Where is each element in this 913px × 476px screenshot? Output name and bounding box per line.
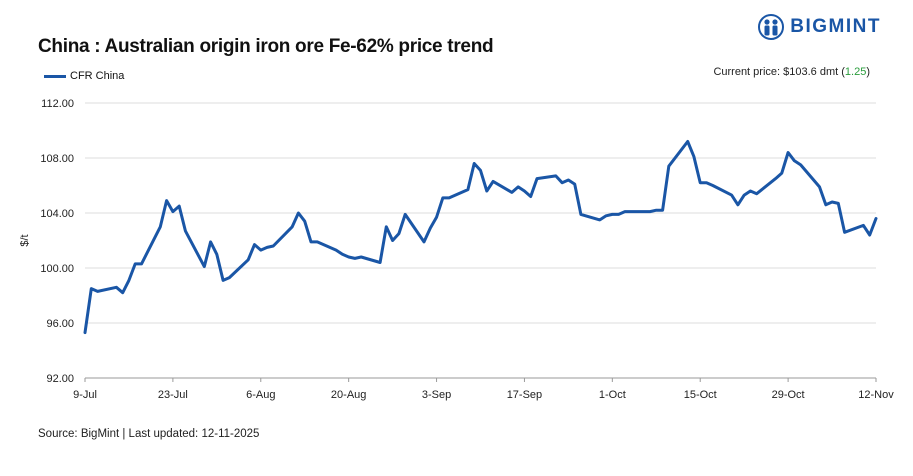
x-tick-label: 15-Oct (684, 389, 717, 401)
chart-grid (85, 102, 876, 379)
current-price-label: Current price: $103.6 dmt (713, 66, 839, 78)
y-tick-label: 92.00 (46, 373, 74, 385)
source-note: Source: BigMint | Last updated: 12-11-20… (38, 428, 260, 440)
x-tick-label: 20-Aug (331, 389, 366, 401)
y-tick-label: 104.00 (40, 208, 74, 220)
y-tick-label: 96.00 (46, 318, 74, 330)
x-tick-label: 3-Sep (422, 389, 451, 401)
current-price-change: 1.25 (844, 66, 867, 78)
legend-swatch (44, 74, 66, 78)
x-tick-label: 1-Oct (599, 389, 626, 401)
y-tick-label: 108.00 (40, 153, 74, 165)
legend-label: CFR China (70, 70, 125, 82)
current-price-change-close: ) (866, 66, 870, 78)
x-tick-label: 29-Oct (772, 389, 805, 401)
chart-title: China : Australian origin iron ore Fe-62… (38, 36, 494, 57)
series-line-cfr-china (83, 140, 878, 335)
x-tick-label: 17-Sep (507, 389, 542, 401)
x-tick-label: 12-Nov (858, 389, 894, 401)
y-tick-label: 112.00 (41, 98, 74, 110)
y-axis-title: $/t (19, 234, 31, 246)
current-price: Current price: $103.6 dmt (1.25) (713, 66, 870, 78)
chart-series (83, 140, 878, 335)
bigmint-people-icon (758, 14, 785, 40)
x-tick-label: 23-Jul (158, 389, 188, 401)
y-axis-ticks: 92.00 96.00 100.00 104.00 108.00 112.00 (40, 98, 74, 385)
brand-name: BIGMINT (790, 16, 881, 37)
y-tick-label: 100.00 (40, 263, 74, 275)
chart-legend: CFR China (44, 70, 124, 82)
x-tick-label: 6-Aug (246, 389, 275, 401)
current-price-change-open: ( (841, 66, 845, 78)
x-axis: 9-Jul 23-Jul 6-Aug 20-Aug 3-Sep 17-Sep 1-Oct 15… (73, 378, 894, 401)
brand-logo: BIGMINT (758, 14, 881, 40)
x-tick-label: 9-Jul (73, 389, 97, 401)
